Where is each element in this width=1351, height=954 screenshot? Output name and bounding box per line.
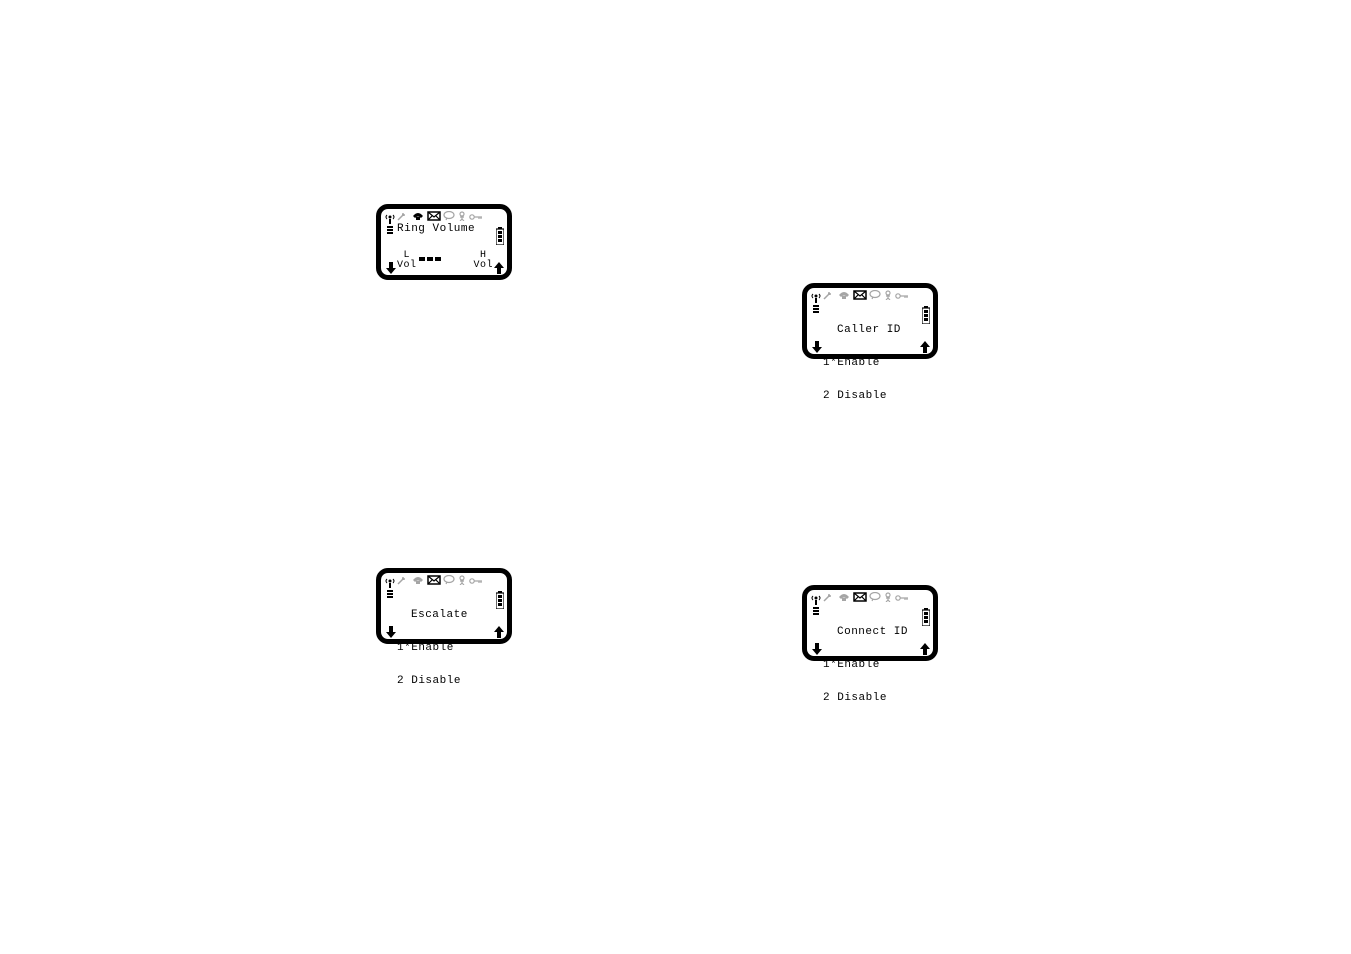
antenna-signal-icon bbox=[385, 577, 395, 615]
nav-down-arrow[interactable] bbox=[812, 642, 822, 654]
volume-segment bbox=[419, 257, 425, 261]
volume-segment bbox=[435, 257, 441, 261]
battery-icon bbox=[496, 227, 504, 245]
status-bar bbox=[397, 211, 495, 223]
volume-low-bot: Vol bbox=[397, 261, 417, 271]
volume-bars bbox=[419, 257, 441, 261]
menu-content: Connect ID 1*Enable 2 Disable bbox=[823, 605, 919, 726]
menu-option-1[interactable]: 1*Enable bbox=[397, 643, 493, 654]
menu-option-2[interactable]: 2 Disable bbox=[823, 391, 919, 402]
status-bar bbox=[823, 290, 921, 302]
battery-icon bbox=[496, 591, 504, 609]
volume-low-label: L Vol bbox=[397, 251, 417, 271]
status-bar bbox=[397, 575, 495, 587]
nav-up-arrow[interactable] bbox=[494, 625, 504, 637]
nav-up-arrow[interactable] bbox=[920, 340, 930, 352]
antenna-signal-icon bbox=[811, 292, 821, 330]
nav-up-arrow[interactable] bbox=[494, 261, 504, 273]
screen-title: Escalate bbox=[397, 610, 493, 621]
battery-icon bbox=[922, 306, 930, 324]
status-bar bbox=[823, 592, 921, 604]
battery-icon bbox=[922, 608, 930, 626]
volume-segment bbox=[427, 257, 433, 261]
nav-down-arrow[interactable] bbox=[812, 340, 822, 352]
lcd-screen-ring-volume: Ring Volume L Vol H Vol bbox=[376, 204, 512, 280]
menu-option-1[interactable]: 1*Enable bbox=[823, 660, 919, 671]
nav-down-arrow[interactable] bbox=[386, 261, 396, 273]
volume-indicator: L Vol H Vol bbox=[397, 249, 493, 271]
screen-title: Connect ID bbox=[823, 627, 919, 638]
nav-up-arrow[interactable] bbox=[920, 642, 930, 654]
menu-content: Escalate 1*Enable 2 Disable bbox=[397, 588, 493, 709]
menu-option-1[interactable]: 1*Enable bbox=[823, 358, 919, 369]
menu-option-2[interactable]: 2 Disable bbox=[823, 693, 919, 704]
volume-high-bot: Vol bbox=[473, 261, 493, 271]
antenna-signal-icon bbox=[811, 594, 821, 632]
lcd-screen-caller-id: Caller ID 1*Enable 2 Disable bbox=[802, 283, 938, 359]
menu-option-2[interactable]: 2 Disable bbox=[397, 676, 493, 687]
antenna-signal-icon bbox=[385, 213, 395, 251]
lcd-screen-escalate: Escalate 1*Enable 2 Disable bbox=[376, 568, 512, 644]
volume-high-label: H Vol bbox=[473, 251, 493, 271]
nav-down-arrow[interactable] bbox=[386, 625, 396, 637]
lcd-screen-connect-id: Connect ID 1*Enable 2 Disable bbox=[802, 585, 938, 661]
screen-title: Caller ID bbox=[823, 325, 919, 336]
screen-title: Ring Volume bbox=[397, 224, 493, 235]
menu-content: Caller ID 1*Enable 2 Disable bbox=[823, 303, 919, 424]
